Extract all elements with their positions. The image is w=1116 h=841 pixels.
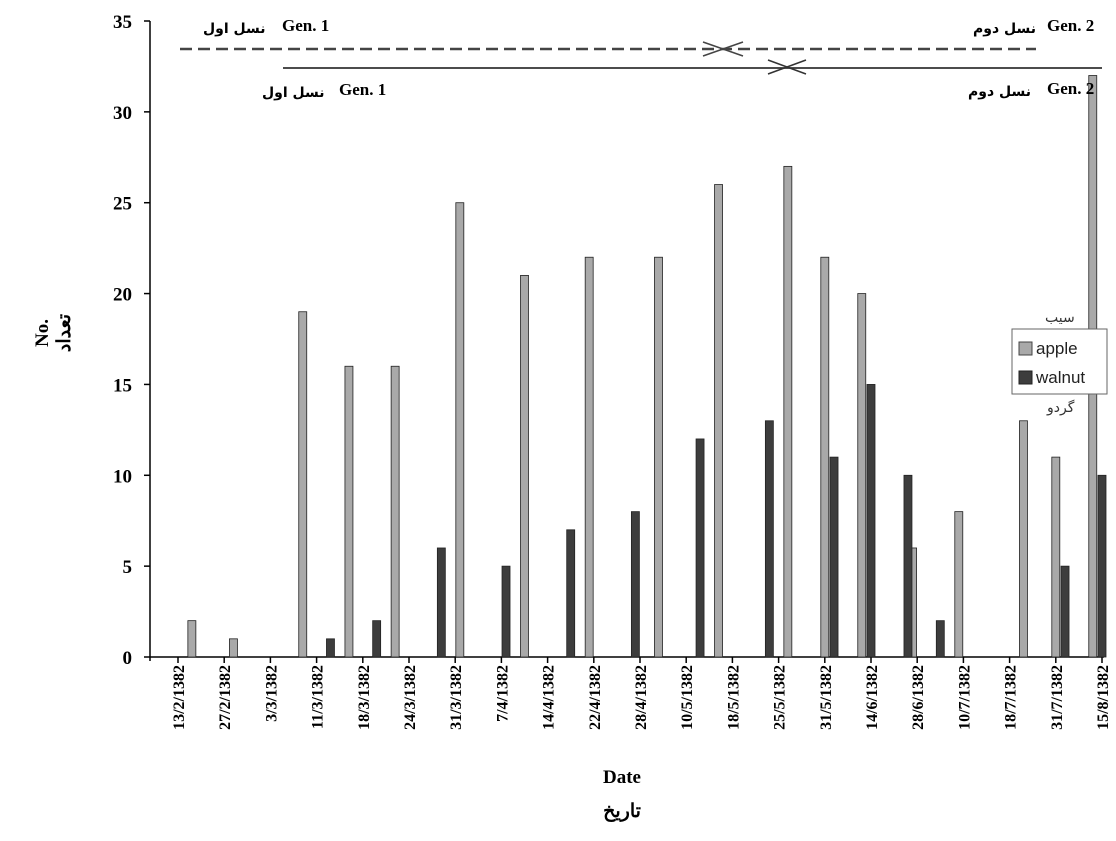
legend-swatch-walnut [1018,370,1033,385]
bar-apple [187,620,197,658]
bar-walnut [1097,474,1107,658]
bar-apple [714,184,723,658]
bar-walnut [695,438,705,658]
x-tick-label: 18/7/1382 [1003,665,1020,730]
x-tick-label: 31/5/1382 [818,665,835,730]
x-tick-label: 25/5/1382 [772,665,789,730]
bar-apple [1019,420,1028,658]
top-right-fa-label: نسل دوم [973,21,1036,37]
legend-label-apple: apple [1036,339,1078,358]
axes [149,21,1104,661]
x-tick-label: 22/4/1382 [587,665,604,730]
y-tick-label: 5 [123,557,133,578]
bar-apple [390,365,400,658]
bar-apple [820,256,830,658]
y-axis-title-fa: تعداد [54,314,75,352]
y-tick-label: 0 [123,648,133,669]
x-tick-label: 14/4/1382 [541,665,558,730]
bar-walnut [935,620,945,658]
bar-apple [344,365,354,658]
gen-solid-cross [767,59,807,75]
bar-walnut [630,511,640,658]
bar-apple [298,311,308,658]
bar-apple [520,274,529,658]
bar-walnut [1060,565,1070,658]
bar-apple [1051,456,1061,658]
x-tick-label: 10/7/1382 [956,665,973,730]
top-right-gen-label: Gen. 2 [1047,16,1094,35]
legend-title-fa: سیب [1045,310,1075,326]
generation-annotations: نسل اول Gen. 1 نسل دوم Gen. 2 نسل اول Ge… [180,16,1102,101]
bar-walnut [903,474,913,658]
bar-group [187,75,1107,658]
bar-walnut [326,638,335,658]
x-tick-label: 31/3/1382 [448,665,465,730]
bar-apple [954,511,964,658]
bar-walnut [829,456,839,658]
second-left-fa-label: نسل اول [262,85,325,101]
legend-label-walnut: walnut [1035,368,1085,387]
x-tick-label: 14/6/1382 [864,665,881,730]
y-tick-label: 25 [113,194,132,215]
x-axis-title: Date [603,767,641,788]
x-tick-label: 18/3/1382 [356,665,373,730]
legend-footer-fa: گردو [1046,399,1075,416]
bar-apple [783,165,793,658]
second-right-gen-label: Gen. 2 [1047,79,1094,98]
x-tick-label: 7/4/1382 [494,665,511,722]
bar-walnut [866,384,876,658]
second-left-gen-label: Gen. 1 [339,80,386,99]
bar-apple [229,638,238,658]
legend-swatch-apple [1018,341,1033,356]
x-tick-group: 13/2/1382 27/2/1382 3/3/1382 11/3/1382 18/3/… [171,657,1112,730]
top-left-fa-label: نسل اول [203,21,266,37]
bar-walnut [764,420,774,658]
legend: سیب apple walnut گردو [1011,310,1108,416]
x-tick-label: 15/8/1382 [1095,665,1112,730]
x-tick-label: 28/6/1382 [910,665,927,730]
x-tick-label: 18/5/1382 [725,665,742,730]
y-tick-label: 35 [113,12,132,33]
y-tick-label: 20 [113,285,132,306]
bar-walnut [566,529,576,658]
bar-walnut [436,547,446,658]
x-tick-label: 27/2/1382 [217,665,234,730]
x-tick-label: 3/3/1382 [263,665,280,722]
top-left-gen-label: Gen. 1 [282,16,329,35]
x-tick-label: 28/4/1382 [633,665,650,730]
y-tick-label: 30 [113,103,132,124]
y-tick-group: 0 5 10 15 20 25 30 35 [113,12,150,669]
bar-walnut [372,620,382,658]
x-tick-label: 24/3/1382 [402,665,419,730]
bar-walnut [501,565,511,658]
y-axis-title: No. [32,319,53,347]
x-tick-label: 10/5/1382 [679,665,696,730]
y-tick-label: 15 [113,375,132,396]
gen-dashed-cross [702,41,744,57]
bar-apple [654,256,663,658]
y-tick-label: 10 [113,466,132,487]
bar-apple [584,256,594,658]
x-axis-title-fa: تاریخ [603,801,641,822]
x-tick-label: 31/7/1382 [1049,665,1066,730]
x-tick-label: 11/3/1382 [310,665,327,729]
second-right-fa-label: نسل دوم [968,84,1031,100]
bar-apple [455,202,465,658]
bar-apple [857,293,867,658]
x-tick-label: 13/2/1382 [171,665,188,730]
